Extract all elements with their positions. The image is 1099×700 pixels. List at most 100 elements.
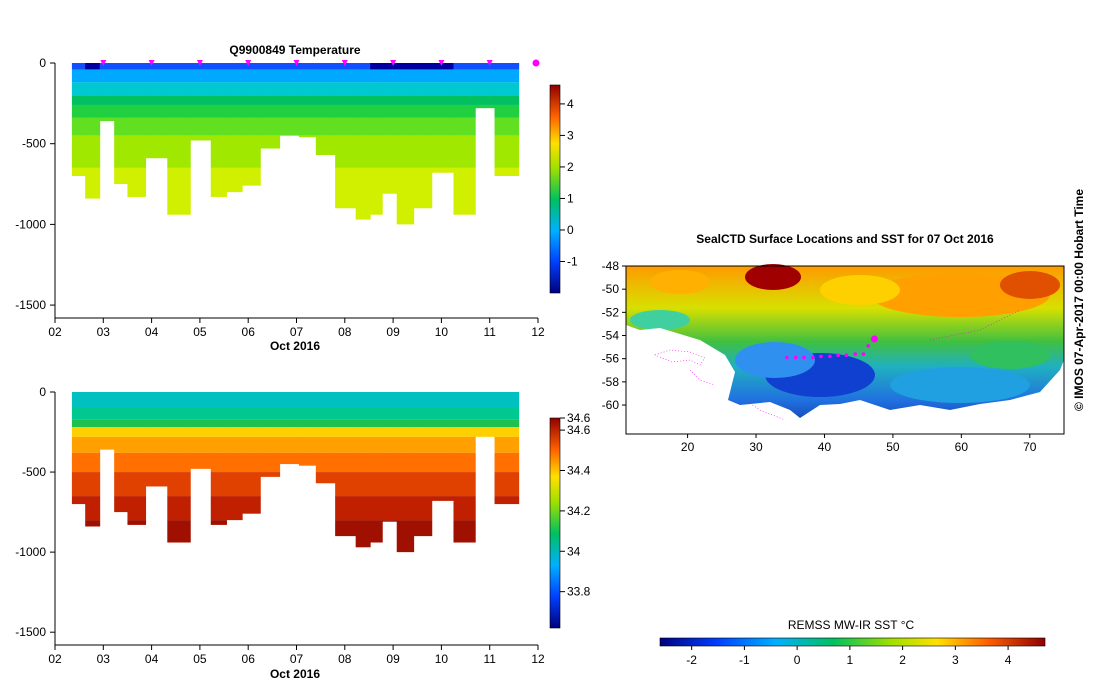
- section-cell: [396, 419, 415, 428]
- temperature-colorbar-ticks: 4 3 2 1 0 -1: [560, 97, 578, 268]
- section-cell: [114, 436, 128, 453]
- section-cell: [494, 427, 520, 437]
- section-cell: [114, 392, 128, 409]
- profile-marker: [148, 60, 155, 66]
- section-cell: [494, 392, 520, 409]
- section-cell: [298, 427, 317, 437]
- section-cell: [355, 135, 371, 168]
- section-cell: [494, 135, 520, 168]
- salinity-x-label: Oct 2016: [270, 667, 320, 681]
- section-cell: [475, 82, 496, 96]
- y-tick-label: -1500: [15, 298, 46, 312]
- section-cell: [167, 472, 191, 497]
- section-cell: [453, 82, 476, 96]
- section-cell: [453, 408, 476, 420]
- section-cell: [190, 427, 212, 437]
- temperature-title: Q9900849 Temperature: [229, 43, 361, 57]
- salinity-colorbar: [549, 417, 561, 629]
- lon-tick-label: 30: [749, 440, 763, 454]
- track-point: [811, 355, 815, 360]
- section-cell: [145, 135, 168, 159]
- historic-tracks: [689, 309, 1021, 421]
- section-cell: [279, 117, 300, 136]
- profile-marker: [100, 60, 107, 66]
- section-cell: [226, 408, 243, 420]
- section-cell: [298, 436, 317, 453]
- section-cell: [396, 436, 415, 453]
- section-cell: [382, 117, 398, 136]
- section-cell: [210, 95, 227, 105]
- antarctica-landmass: [626, 325, 1064, 434]
- section-cell: [413, 117, 433, 136]
- section-cell: [382, 104, 398, 118]
- section-cell: [85, 408, 101, 420]
- section-cell: [413, 452, 433, 473]
- section-cell: [370, 392, 383, 409]
- section-cell: [370, 167, 383, 215]
- section-cell: [242, 436, 261, 453]
- section-cell: [431, 452, 454, 473]
- section-cell: [226, 69, 243, 83]
- section-cell: [127, 104, 147, 118]
- section-cell: [475, 104, 496, 109]
- section-cell: [431, 472, 454, 497]
- section-cell: [226, 63, 243, 70]
- section-cell: [260, 427, 281, 437]
- track-point: [866, 344, 871, 348]
- section-cell: [114, 427, 128, 437]
- section-cell: [370, 496, 383, 521]
- section-cell: [226, 82, 243, 96]
- section-cell: [413, 135, 433, 168]
- section-cell: [85, 496, 101, 521]
- section-cell: [85, 472, 101, 497]
- y-tick-label: -1500: [15, 625, 46, 639]
- section-cell: [494, 104, 520, 118]
- section-cell: [370, 63, 383, 70]
- lon-tick-label: 50: [886, 440, 900, 454]
- section-cell: [99, 95, 115, 105]
- y-tick-label: -1000: [15, 217, 46, 231]
- x-tick-label: 04: [145, 325, 159, 339]
- section-cell: [453, 427, 476, 437]
- section-cell: [71, 104, 86, 118]
- temperature-x-ticks: 02 03 04 05 06 07 08 09 10 11 12: [48, 318, 545, 339]
- section-cell: [127, 63, 147, 70]
- section-cell: [279, 69, 300, 83]
- section-cell: [145, 419, 168, 428]
- sst-colorbar: [659, 637, 1046, 647]
- x-tick-label: 06: [242, 325, 256, 339]
- section-cell: [85, 427, 101, 437]
- section-cell: [370, 104, 383, 118]
- section-cell: [453, 520, 476, 543]
- section-cell: [145, 427, 168, 437]
- section-cell: [413, 427, 433, 437]
- section-cell: [99, 63, 115, 70]
- section-cell: [226, 436, 243, 453]
- sst-field-patches: [630, 264, 1060, 403]
- section-cell: [475, 63, 496, 70]
- section-cell: [382, 452, 398, 473]
- section-cell: [396, 95, 415, 105]
- section-cell: [494, 452, 520, 473]
- section-cell: [114, 117, 128, 136]
- section-cell: [71, 82, 86, 96]
- section-cell: [475, 392, 496, 409]
- section-cell: [413, 392, 433, 409]
- section-cell: [71, 496, 86, 505]
- section-cell: [453, 436, 476, 453]
- sst-colorbar-tick-label: -2: [686, 653, 697, 667]
- section-cell: [127, 452, 147, 473]
- colorbar-tick-label: 33.8: [567, 585, 591, 599]
- profile-marker: [245, 60, 252, 66]
- section-cell: [494, 69, 520, 83]
- section-cell: [260, 452, 281, 473]
- section-cell: [335, 496, 357, 521]
- section-cell: [99, 408, 115, 420]
- sst-colorbar-tick-label: 2: [899, 653, 906, 667]
- section-cell: [396, 427, 415, 437]
- section-cell: [210, 520, 227, 525]
- section-cell: [453, 117, 476, 136]
- section-cell: [167, 520, 191, 543]
- section-cell: [242, 167, 261, 186]
- x-tick-label: 05: [193, 325, 207, 339]
